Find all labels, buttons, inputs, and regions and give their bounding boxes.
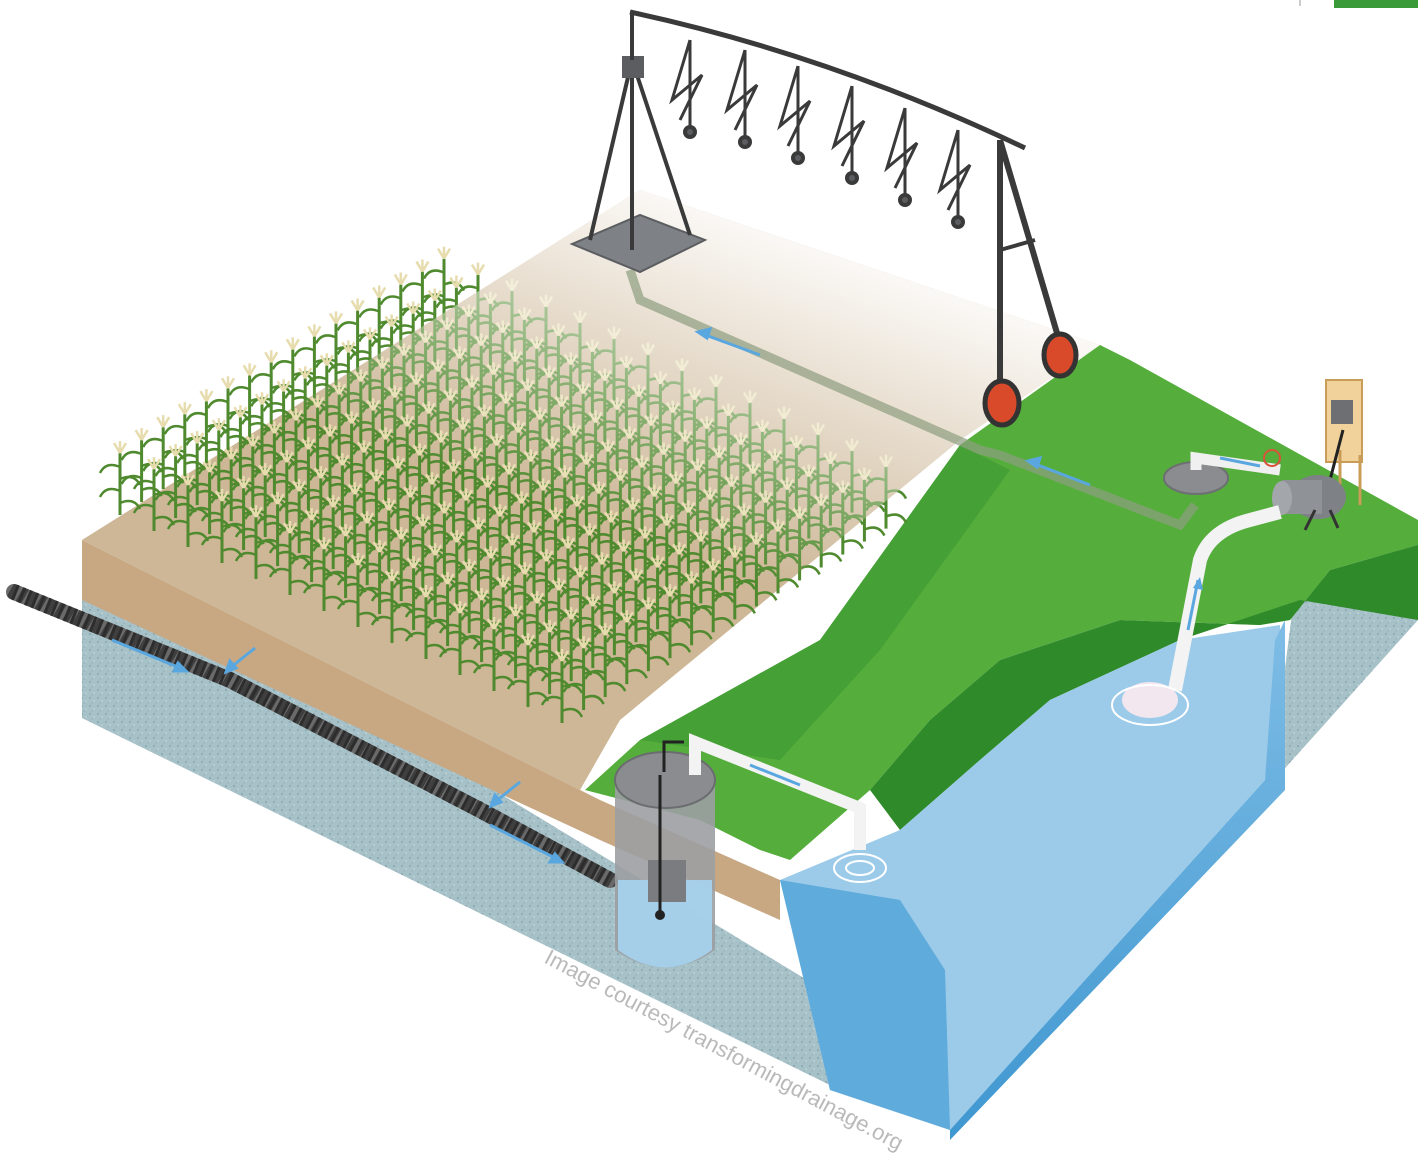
pond-cut-face — [780, 880, 950, 1130]
pump-icon — [1272, 475, 1346, 531]
corner-accent — [1334, 0, 1418, 8]
supply-pipe — [625, 268, 1199, 531]
topsoil-left-face — [82, 540, 780, 920]
supply-flow-arrows — [694, 326, 1091, 487]
grass-bank — [870, 545, 1418, 830]
intake-float-icon — [1122, 682, 1178, 718]
sprinkler-drop — [831, 85, 866, 185]
sprinkler-drop — [777, 65, 812, 165]
corn-plant — [401, 259, 444, 334]
center-pivot-icon — [569, 9, 1079, 428]
sprinkler-drop — [669, 39, 704, 139]
pivot-head — [622, 56, 644, 78]
control-panel — [1331, 400, 1353, 424]
grass-shade — [640, 445, 1010, 760]
pivot-wheel-front — [982, 378, 1022, 428]
drain-flow-arrows — [111, 638, 566, 864]
tile-drain-icon — [6, 584, 618, 888]
pump-station — [1111, 379, 1363, 726]
intake-pipe — [1168, 505, 1282, 692]
drainage-sump-icon — [614, 733, 887, 968]
pond — [780, 620, 1285, 1140]
sprinkler-drop — [884, 107, 919, 207]
sprinkler-drop — [937, 129, 972, 229]
sprinkler-drop — [724, 49, 759, 149]
sprinkler-drops — [669, 39, 972, 229]
pivot-span — [629, 9, 1027, 151]
valve-wheel — [1263, 449, 1281, 467]
corn-haze — [82, 190, 1100, 790]
pivot-base-pad — [569, 213, 708, 274]
pivot-wheel-rear — [1041, 331, 1079, 379]
